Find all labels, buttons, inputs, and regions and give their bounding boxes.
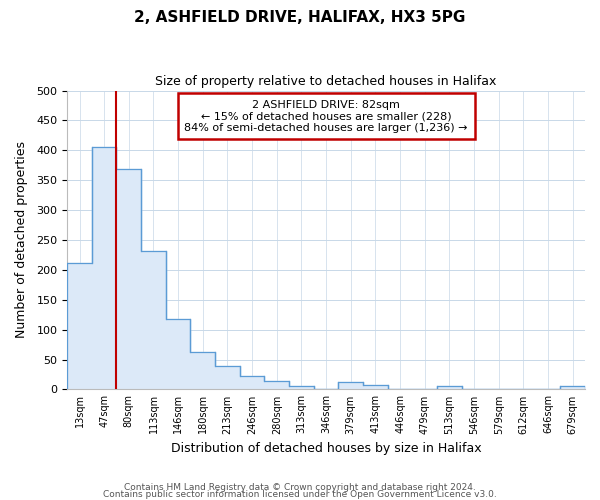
Text: 2 ASHFIELD DRIVE: 82sqm
← 15% of detached houses are smaller (228)
84% of semi-d: 2 ASHFIELD DRIVE: 82sqm ← 15% of detache…	[184, 100, 468, 132]
Y-axis label: Number of detached properties: Number of detached properties	[15, 142, 28, 338]
Text: 2, ASHFIELD DRIVE, HALIFAX, HX3 5PG: 2, ASHFIELD DRIVE, HALIFAX, HX3 5PG	[134, 10, 466, 25]
X-axis label: Distribution of detached houses by size in Halifax: Distribution of detached houses by size …	[171, 442, 481, 455]
Title: Size of property relative to detached houses in Halifax: Size of property relative to detached ho…	[155, 75, 497, 88]
Text: Contains public sector information licensed under the Open Government Licence v3: Contains public sector information licen…	[103, 490, 497, 499]
Text: Contains HM Land Registry data © Crown copyright and database right 2024.: Contains HM Land Registry data © Crown c…	[124, 484, 476, 492]
